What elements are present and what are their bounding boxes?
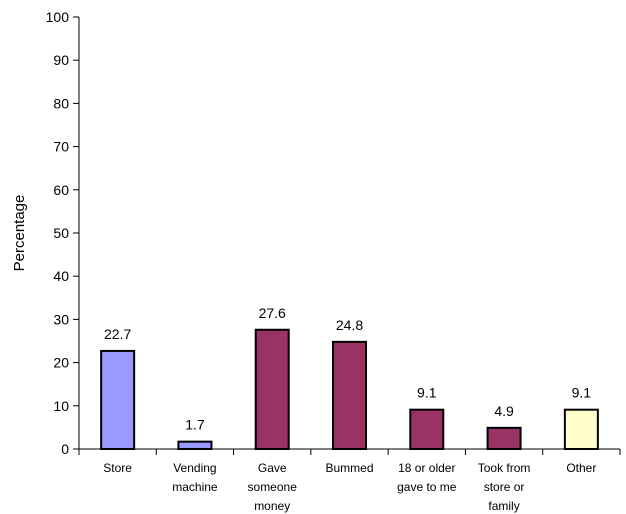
y-tick-label: 0 [61, 441, 69, 457]
bar [254, 328, 290, 451]
y-tick-label: 70 [53, 139, 69, 155]
data-labels: 22.7 1.7 27.6 24.8 9.1 4.9 9.1 [104, 305, 591, 433]
y-tick-label: 50 [53, 225, 69, 241]
category-label: Took from store or family [478, 461, 531, 513]
bar [563, 408, 599, 450]
y-axis: 0 10 20 30 40 50 60 70 80 90 100 [46, 9, 80, 457]
y-tick-label: 100 [46, 9, 70, 25]
category-label: Bummed [325, 461, 373, 475]
bar [177, 440, 213, 451]
data-label: 9.1 [572, 385, 592, 401]
category-label: Other [566, 461, 596, 475]
y-tick-label: 80 [53, 95, 69, 111]
bar [486, 426, 522, 450]
category-label: Gave someone money [248, 461, 298, 513]
data-label: 27.6 [259, 305, 286, 321]
data-label: 24.8 [336, 317, 363, 333]
data-label: 4.9 [494, 403, 514, 419]
bar [332, 340, 367, 451]
bar [409, 408, 445, 450]
y-tick-label: 60 [53, 182, 69, 198]
data-label: 9.1 [417, 385, 437, 401]
data-label: 22.7 [104, 326, 131, 342]
category-label: Store [103, 461, 132, 475]
category-labels: Store Vending machine Gave someone money Bumme… [103, 461, 596, 513]
y-tick-label: 20 [53, 355, 69, 371]
y-tick-label: 10 [53, 398, 69, 414]
y-tick-label: 40 [53, 268, 69, 284]
data-label: 1.7 [185, 417, 205, 433]
bar [100, 349, 136, 451]
y-tick-label: 90 [53, 52, 69, 68]
y-tick-label: 30 [53, 311, 69, 327]
y-axis-title: Percentage [11, 195, 28, 272]
category-label: Vending machine [172, 461, 218, 494]
bars [100, 328, 599, 451]
category-label: 18 or older gave to me [397, 461, 457, 494]
